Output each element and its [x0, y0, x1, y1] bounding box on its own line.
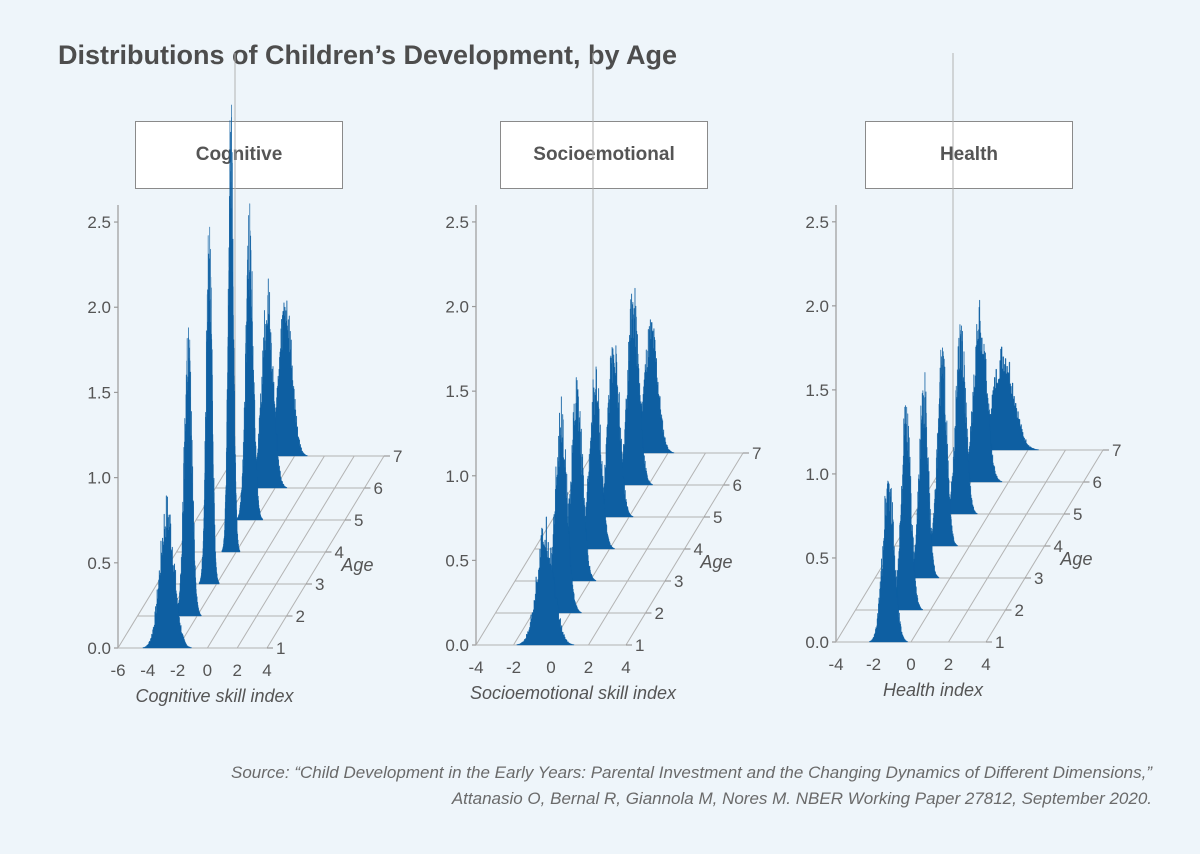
floor-grid-x-line	[910, 449, 1029, 643]
depth-tick-label: 4	[694, 540, 703, 559]
y-tick-label: 2.0	[805, 297, 829, 316]
y-tick-label: 1.0	[87, 469, 111, 488]
facet-label-cognitive: Cognitive	[135, 121, 343, 189]
y-tick-label: 2.0	[87, 298, 111, 317]
depth-axis-title: Age	[340, 555, 373, 575]
y-tick-label: 0.5	[805, 549, 829, 568]
x-axis-title: Health index	[883, 680, 984, 700]
distribution-age-4	[221, 104, 241, 553]
depth-tick-label: 5	[354, 511, 363, 530]
depth-tick-label: 7	[752, 444, 761, 463]
x-tick-label: -2	[506, 658, 521, 677]
y-tick-label: 2.5	[87, 213, 111, 232]
x-tick-label: -4	[828, 655, 843, 674]
x-tick-label: -6	[110, 661, 125, 680]
y-tick-label: 1.5	[445, 382, 469, 401]
depth-tick-label: 2	[1015, 601, 1024, 620]
y-tick-label: 0.0	[805, 633, 829, 652]
y-tick-label: 0.5	[87, 554, 111, 573]
x-tick-label: -4	[140, 661, 155, 680]
distribution-age-3	[198, 226, 220, 585]
y-tick-label: 0.0	[445, 636, 469, 655]
y-tick-label: 0.5	[445, 551, 469, 570]
x-tick-label: 4	[981, 655, 990, 674]
x-axis-title: Cognitive skill index	[135, 686, 294, 706]
distribution-age-2	[174, 327, 202, 617]
depth-axis-title: Age	[1059, 549, 1092, 569]
depth-tick-label: 2	[296, 607, 305, 626]
x-tick-label: 2	[944, 655, 953, 674]
x-axis-title: Socioemotional skill index	[470, 683, 677, 703]
source-note: Source: “Child Development in the Early …	[231, 760, 1152, 812]
depth-tick-label: 4	[1054, 537, 1063, 556]
floor-grid-x-line	[236, 455, 355, 649]
depth-tick-label: 6	[374, 479, 383, 498]
y-tick-label: 1.0	[445, 467, 469, 486]
x-tick-label: 0	[203, 661, 212, 680]
x-tick-label: -2	[866, 655, 881, 674]
y-tick-label: 2.0	[445, 298, 469, 317]
y-tick-label: 2.5	[445, 213, 469, 232]
facet-label-health: Health	[865, 121, 1073, 189]
x-tick-label: -4	[468, 658, 483, 677]
depth-tick-label: 5	[1073, 505, 1082, 524]
y-tick-label: 2.5	[805, 213, 829, 232]
depth-tick-label: 5	[713, 508, 722, 527]
x-tick-label: 0	[546, 658, 555, 677]
x-tick-label: 4	[262, 661, 271, 680]
depth-tick-label: 1	[276, 639, 285, 658]
source-line-1: Source: “Child Development in the Early …	[231, 763, 1152, 782]
distribution-age-4	[926, 347, 958, 547]
depth-tick-label: 7	[1112, 441, 1121, 460]
depth-tick-label: 7	[393, 447, 402, 466]
depth-tick-label: 6	[733, 476, 742, 495]
x-tick-label: 2	[232, 661, 241, 680]
depth-tick-label: 3	[674, 572, 683, 591]
chart-title: Distributions of Children’s Development,…	[58, 40, 678, 70]
x-tick-label: 2	[584, 658, 593, 677]
depth-tick-label: 6	[1093, 473, 1102, 492]
floor-grid-x-line	[588, 452, 706, 646]
distribution-age-1	[516, 516, 575, 646]
y-tick-label: 1.5	[805, 381, 829, 400]
depth-tick-label: 1	[995, 633, 1004, 652]
distribution-age-1	[869, 480, 908, 643]
y-tick-label: 0.0	[87, 639, 111, 658]
depth-axis-title: Age	[699, 552, 732, 572]
depth-tick-label: 3	[1034, 569, 1043, 588]
floor-grid-x-line	[117, 455, 236, 649]
x-tick-label: -2	[170, 661, 185, 680]
depth-tick-label: 1	[635, 636, 644, 655]
distribution-age-5	[236, 203, 264, 521]
floor-grid-x-line	[206, 455, 325, 649]
floor-grid-x-line	[835, 449, 954, 643]
y-tick-label: 1.0	[805, 465, 829, 484]
x-tick-label: 4	[621, 658, 630, 677]
depth-tick-label: 3	[315, 575, 324, 594]
distribution-age-1	[142, 495, 192, 649]
source-line-2: Attanasio O, Bernal R, Giannola M, Nores…	[451, 789, 1152, 808]
x-tick-label: 0	[906, 655, 915, 674]
facet-label-socioemotional: Socioemotional	[500, 121, 708, 189]
floor-grid-x-line	[948, 449, 1066, 643]
depth-tick-label: 2	[655, 604, 664, 623]
depth-tick-label: 4	[335, 543, 344, 562]
y-tick-label: 1.5	[87, 383, 111, 402]
